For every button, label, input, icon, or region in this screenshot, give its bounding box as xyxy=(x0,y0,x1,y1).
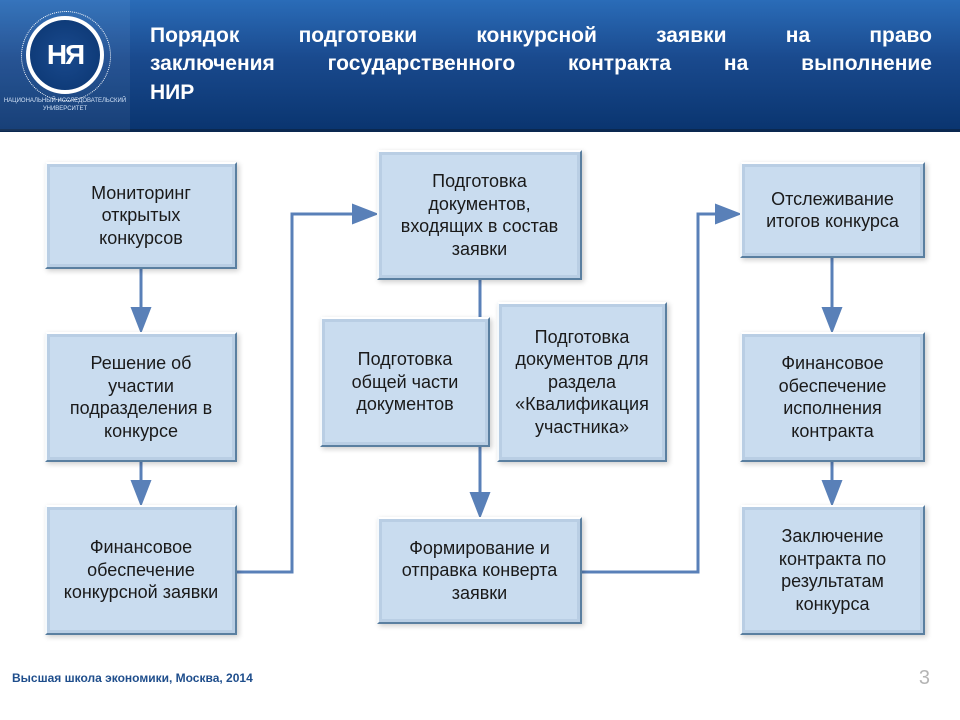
flow-box-n6: Подготовка документов для раздела «Квали… xyxy=(497,302,667,462)
flow-box-n1: Мониторинг открытых конкурсов xyxy=(45,162,237,269)
page-number: 3 xyxy=(919,667,930,690)
flow-box-n5: Подготовка общей части документов xyxy=(320,317,490,447)
hse-logo-icon: НЯ xyxy=(26,16,104,94)
logo-container: НЯ НАЦИОНАЛЬНЫЙ ИССЛЕДОВАТЕЛЬСКИЙ УНИВЕР… xyxy=(0,0,130,131)
footer-text: Высшая школа экономики, Москва, 2014 xyxy=(12,671,253,685)
flow-box-n2: Решение об участии подразделения в конку… xyxy=(45,332,237,462)
slide-title-line2: заключения государственного контракта на… xyxy=(150,50,932,78)
flow-box-n3: Финансовое обеспечение конкурсной заявки xyxy=(45,505,237,635)
slide-title-line3: НИР xyxy=(150,79,932,107)
footer: Высшая школа экономики, Москва, 2014 3 xyxy=(0,664,960,692)
flow-box-n8: Отслеживание итогов конкурса xyxy=(740,162,925,258)
title-block: Порядок подготовки конкурсной заявки на … xyxy=(130,22,960,107)
logo-letters: НЯ xyxy=(47,39,83,71)
flow-box-n10: Заключение контракта по результатам конк… xyxy=(740,505,925,635)
slide-title-line1: Порядок подготовки конкурсной заявки на … xyxy=(150,22,932,50)
slide-header: НЯ НАЦИОНАЛЬНЫЙ ИССЛЕДОВАТЕЛЬСКИЙ УНИВЕР… xyxy=(0,0,960,132)
flow-box-n9: Финансовое обеспечение исполнения контра… xyxy=(740,332,925,462)
flow-box-n4: Подготовка документов, входящих в состав… xyxy=(377,150,582,280)
flow-box-n7: Формирование и отправка конверта заявки xyxy=(377,517,582,624)
flowchart-canvas: Высшая школа экономики, Москва, 2014 3 М… xyxy=(0,132,960,692)
